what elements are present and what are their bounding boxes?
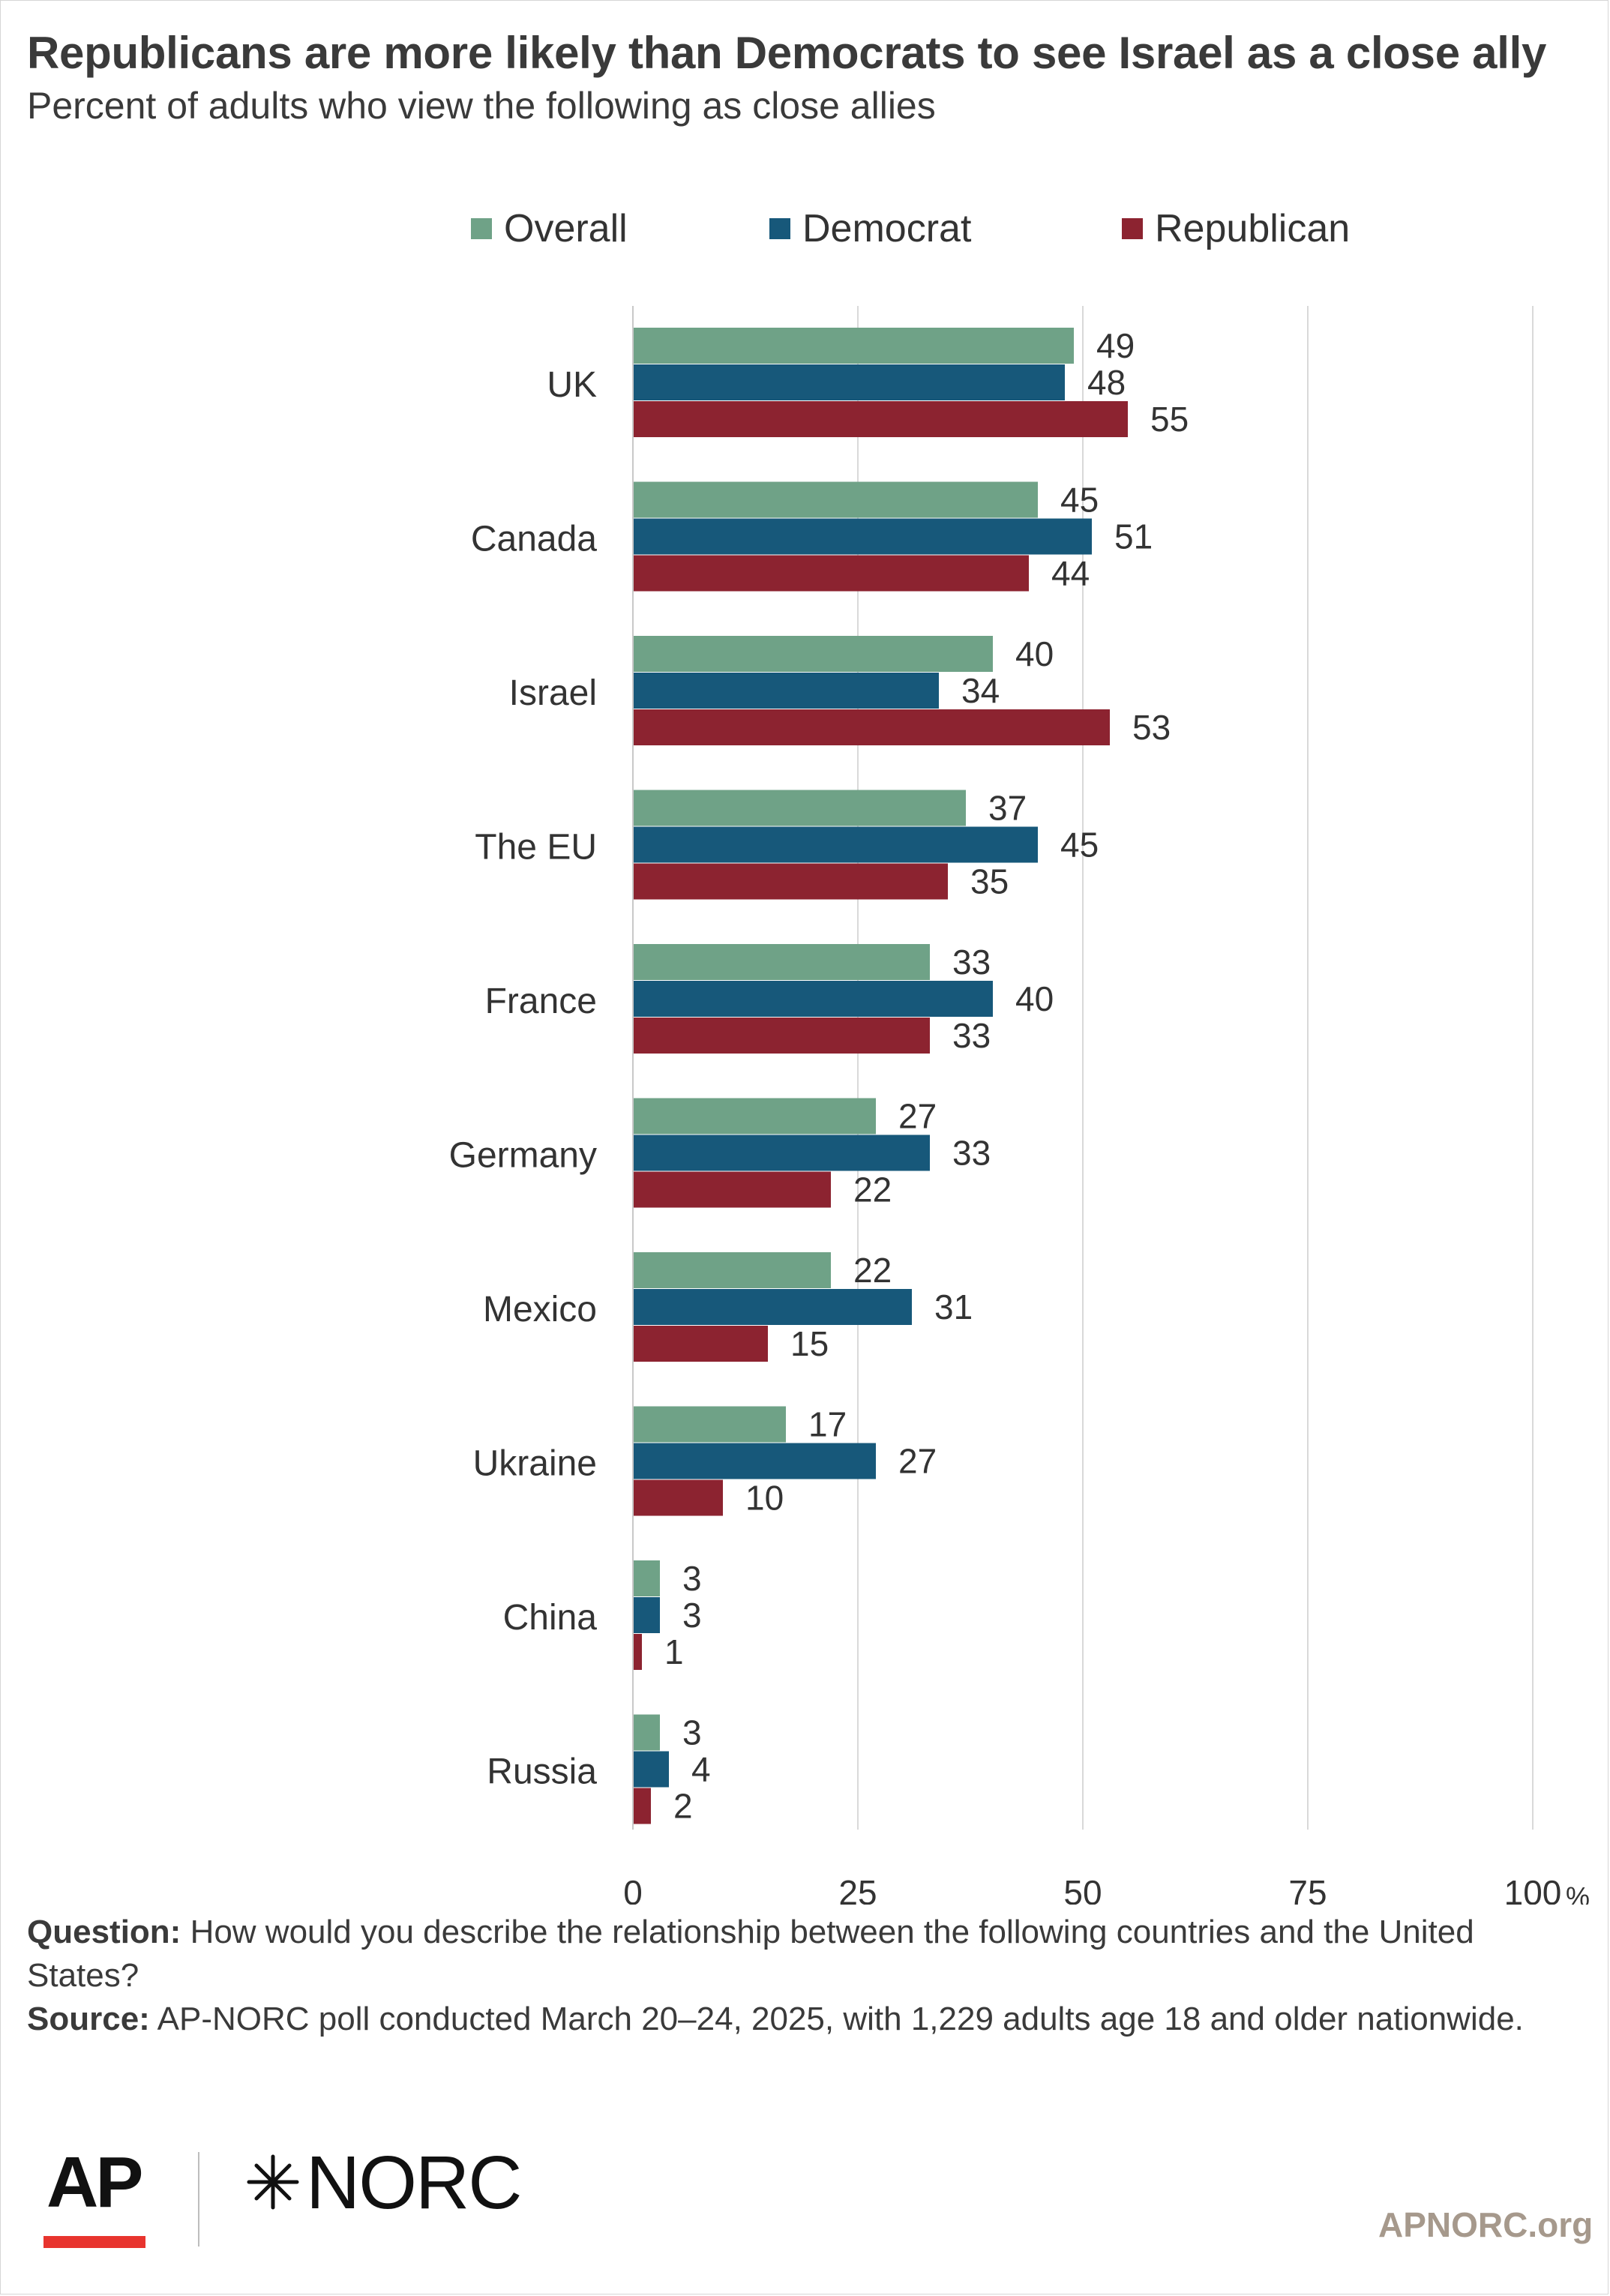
bar-overall	[633, 1098, 876, 1135]
value-label-democrat: 4	[691, 1750, 711, 1789]
source-note: Source: AP-NORC poll conducted March 20–…	[27, 1998, 1572, 2041]
bar-democrat	[633, 1135, 930, 1171]
value-label-democrat: 31	[934, 1287, 973, 1326]
ap-logo-bar	[43, 2236, 145, 2248]
bar-republican	[633, 555, 1029, 592]
source-label: Source:	[27, 2001, 150, 2037]
bar-overall	[633, 944, 930, 980]
bar-overall	[633, 790, 966, 826]
value-label-overall: 40	[1015, 634, 1054, 673]
legend-swatch-overall	[471, 218, 492, 239]
x-tick-label: 100	[1504, 1873, 1562, 1905]
bar-democrat	[633, 364, 1065, 400]
category-label: UK	[547, 365, 597, 405]
legend-label-overall: Overall	[504, 207, 628, 250]
question-text: How would you describe the relationship …	[27, 1914, 1474, 1994]
bar-republican	[633, 1171, 831, 1208]
bar-republican	[633, 1018, 930, 1054]
value-label-overall: 27	[898, 1097, 937, 1136]
bar-republican	[633, 401, 1128, 437]
x-tick-label: 0	[623, 1873, 643, 1905]
site-url[interactable]: APNORC.org	[1378, 2205, 1594, 2244]
bar-democrat	[633, 1597, 660, 1633]
value-label-democrat: 33	[952, 1134, 991, 1173]
chart-title: Republicans are more likely than Democra…	[27, 28, 1547, 78]
value-label-overall: 3	[682, 1559, 702, 1598]
value-label-democrat: 48	[1087, 363, 1126, 402]
category-label: Mexico	[483, 1290, 597, 1329]
chart-subtitle: Percent of adults who view the following…	[27, 85, 936, 127]
bar-democrat	[633, 1443, 876, 1479]
category-label: China	[503, 1598, 598, 1638]
value-label-republican: 10	[745, 1479, 784, 1518]
legend-label-republican: Republican	[1155, 207, 1350, 250]
value-label-overall: 22	[853, 1251, 892, 1290]
value-label-republican: 1	[664, 1632, 684, 1671]
bar-democrat	[633, 1751, 669, 1788]
bar-overall	[633, 1252, 831, 1288]
value-label-republican: 55	[1150, 400, 1189, 439]
bar-republican	[633, 1479, 723, 1516]
value-label-republican: 53	[1132, 708, 1171, 747]
bar-republican	[633, 863, 948, 900]
value-label-republican: 35	[970, 862, 1009, 901]
bar-overall	[633, 1714, 660, 1751]
category-label: Russia	[487, 1752, 597, 1792]
x-tick-label: 25	[838, 1873, 877, 1905]
bar-democrat	[633, 518, 1092, 555]
legend-label-democrat: Democrat	[802, 207, 972, 250]
x-unit-label: %	[1566, 1881, 1590, 1905]
question-note: Question: How would you describe the rel…	[27, 1911, 1572, 1998]
category-label: Germany	[449, 1136, 597, 1176]
category-label: Ukraine	[473, 1444, 597, 1484]
bar-overall	[633, 1560, 660, 1596]
value-label-overall: 45	[1060, 481, 1099, 520]
source-text: AP-NORC poll conducted March 20–24, 2025…	[157, 2001, 1524, 2037]
bar-overall	[633, 1406, 786, 1443]
logo-divider	[198, 2152, 199, 2247]
category-label: Israel	[509, 673, 597, 713]
bar-overall	[633, 481, 1038, 518]
value-label-overall: 49	[1096, 326, 1135, 365]
bar-republican	[633, 1326, 768, 1362]
category-label: France	[485, 982, 597, 1021]
bar-democrat	[633, 826, 1038, 863]
norc-logo: NORC	[306, 2141, 522, 2225]
x-tick-label: 75	[1288, 1873, 1327, 1905]
value-label-democrat: 51	[1114, 517, 1153, 556]
category-label: The EU	[475, 828, 597, 868]
bar-overall	[633, 636, 993, 672]
value-label-republican: 2	[673, 1787, 693, 1826]
norc-star-icon	[247, 2154, 299, 2210]
legend-swatch-democrat	[769, 218, 790, 239]
value-label-overall: 37	[988, 789, 1027, 828]
bar-democrat	[633, 673, 939, 709]
x-tick-label: 50	[1063, 1873, 1102, 1905]
legend-swatch-republican	[1122, 218, 1143, 239]
value-label-democrat: 45	[1060, 826, 1099, 865]
footnotes: Question: How would you describe the rel…	[27, 1911, 1572, 2041]
value-label-democrat: 34	[961, 671, 1000, 710]
value-label-republican: 44	[1051, 554, 1090, 593]
bar-republican	[633, 709, 1110, 745]
bar-chart: 0 25 50 75 100 % Overall Democrat Republican 4948…	[449, 207, 1590, 1905]
bar-overall	[633, 328, 1074, 364]
bar-republican	[633, 1634, 642, 1670]
value-label-republican: 33	[952, 1016, 991, 1055]
value-label-overall: 17	[808, 1405, 847, 1444]
ap-logo: AP	[46, 2142, 143, 2223]
bar-republican	[633, 1788, 651, 1824]
bar-democrat	[633, 981, 993, 1017]
value-label-democrat: 40	[1015, 979, 1054, 1018]
value-label-overall: 33	[952, 943, 991, 982]
bar-democrat	[633, 1289, 912, 1325]
category-label: Canada	[471, 520, 597, 559]
value-label-democrat: 27	[898, 1442, 937, 1481]
question-label: Question:	[27, 1914, 181, 1950]
value-label-democrat: 3	[682, 1596, 702, 1635]
value-label-republican: 22	[853, 1170, 892, 1209]
value-label-overall: 3	[682, 1713, 702, 1752]
value-label-republican: 15	[790, 1324, 829, 1363]
